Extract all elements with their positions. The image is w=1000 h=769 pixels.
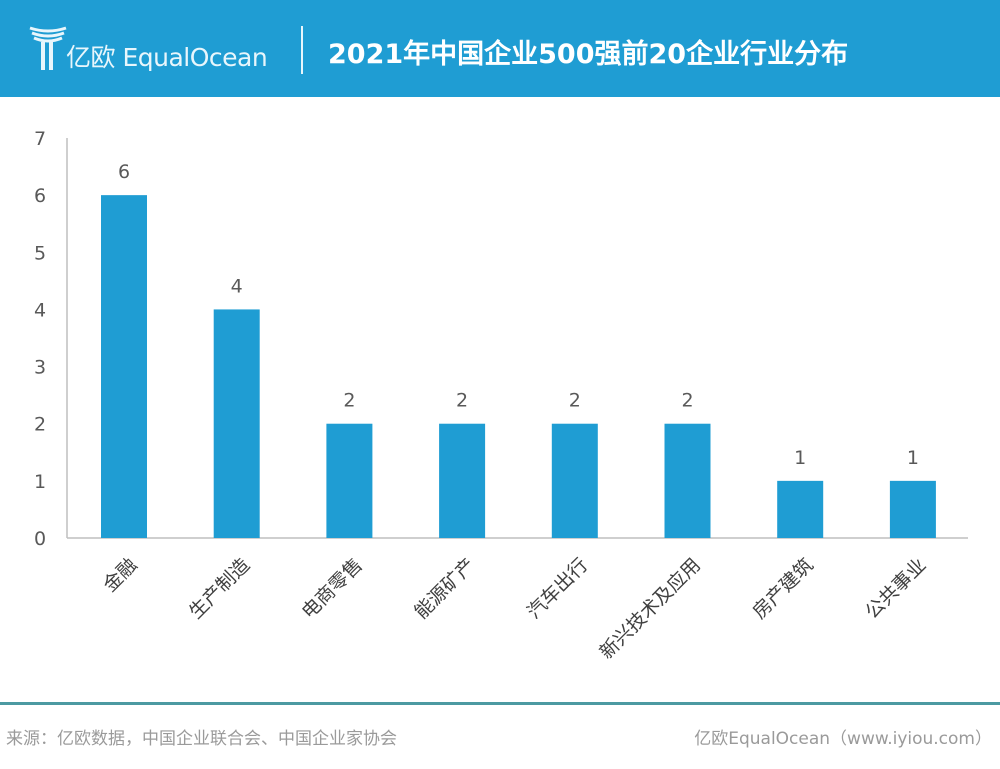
x-tick-label: 房产建筑 — [748, 554, 817, 623]
x-tick-label: 汽车出行 — [523, 554, 592, 623]
equalocean-logo-icon — [29, 26, 67, 70]
y-tick-label: 2 — [34, 414, 46, 436]
bar — [439, 423, 486, 538]
data-label: 2 — [681, 390, 693, 412]
data-label: 2 — [569, 390, 581, 412]
header-divider — [301, 26, 303, 74]
x-tick-label: 新兴技术及应用 — [595, 554, 705, 664]
x-tick-label: 公共事业 — [861, 554, 930, 623]
y-tick-label: 5 — [34, 242, 46, 264]
source-note: 来源：亿欧数据，中国企业联合会、中国企业家协会 — [6, 729, 397, 749]
bar — [777, 480, 824, 538]
credit-note: 亿欧EqualOcean（www.iyiou.com） — [694, 729, 992, 749]
bar — [101, 195, 147, 538]
x-tick-label: 生产制造 — [185, 554, 254, 623]
bar — [551, 423, 598, 538]
bar — [326, 423, 373, 538]
y-tick-label: 0 — [34, 528, 46, 550]
data-label: 1 — [794, 447, 806, 469]
bar — [213, 309, 260, 538]
data-label: 2 — [456, 390, 468, 412]
x-tick-label: 金融 — [99, 554, 141, 596]
footer-divider — [0, 702, 1000, 705]
y-tick-label: 7 — [34, 128, 46, 150]
header-banner: 亿欧 EqualOcean 2021年中国企业500强前20企业行业分布 — [0, 0, 1000, 97]
x-tick-label: 能源矿产 — [410, 554, 479, 623]
bar — [664, 423, 711, 538]
y-tick-label: 1 — [34, 471, 46, 493]
y-tick-label: 4 — [34, 299, 46, 321]
bar — [889, 480, 936, 538]
x-tick-label: 电商零售 — [298, 554, 367, 623]
brand-name: 亿欧 EqualOcean — [66, 43, 268, 72]
bar-chart: 0 1 2 3 4 5 6 7 6 金融 4 生产制造 2 电商零售 2 能源矿产 2 汽车出行 2 新兴技术及应用 1… — [34, 128, 968, 664]
y-tick-label: 6 — [34, 185, 46, 207]
data-label: 1 — [907, 447, 919, 469]
chart-title: 2021年中国企业500强前20企业行业分布 — [328, 39, 849, 70]
data-label: 4 — [231, 275, 243, 297]
data-label: 6 — [118, 161, 130, 183]
y-tick-label: 3 — [34, 357, 46, 379]
data-label: 2 — [343, 390, 355, 412]
